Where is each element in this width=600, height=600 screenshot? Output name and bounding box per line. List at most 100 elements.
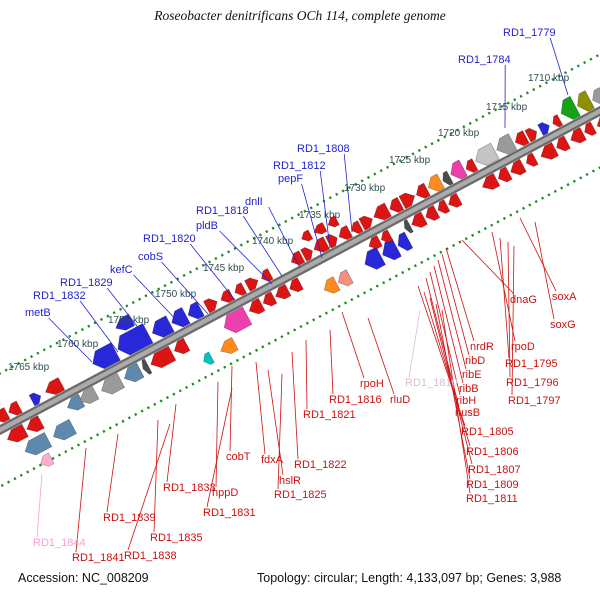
gene-arrow[interactable] xyxy=(358,213,376,231)
gene-arrow[interactable] xyxy=(440,170,454,187)
gene-label[interactable]: ribE xyxy=(462,369,482,381)
gene-arrow[interactable] xyxy=(398,190,418,210)
gene-arrow[interactable] xyxy=(38,452,55,469)
gene-arrow[interactable] xyxy=(413,182,431,201)
gene-arrow[interactable] xyxy=(288,250,306,268)
gene-arrow[interactable] xyxy=(495,166,513,185)
gene-label[interactable]: RD1_1795 xyxy=(505,358,558,370)
gene-arrow[interactable] xyxy=(537,120,552,136)
gene-label[interactable]: rluD xyxy=(390,394,410,406)
gene-arrow[interactable] xyxy=(273,283,292,302)
gene-arrow[interactable] xyxy=(148,315,175,341)
gene-arrow[interactable] xyxy=(220,306,253,337)
gene-label[interactable]: RD1_1838 xyxy=(124,550,177,562)
gene-label[interactable]: RD1_1796 xyxy=(506,377,559,389)
gene-label[interactable]: hslR xyxy=(279,475,301,487)
gene-label[interactable]: RD1_1829 xyxy=(60,277,113,289)
gene-arrow[interactable] xyxy=(201,351,215,367)
gene-label[interactable]: hppD xyxy=(212,487,238,499)
gene-arrow[interactable] xyxy=(113,313,136,334)
gene-arrow[interactable] xyxy=(244,275,261,292)
gene-label[interactable]: kefC xyxy=(110,264,133,276)
gene-label[interactable]: ribH xyxy=(456,395,476,407)
gene-arrow[interactable] xyxy=(260,291,278,309)
gene-label[interactable]: soxA xyxy=(552,291,577,303)
gene-label[interactable]: RD1_1779 xyxy=(503,27,556,39)
gene-arrow[interactable] xyxy=(6,400,23,418)
gene-arrow[interactable] xyxy=(378,229,394,245)
gene-arrow[interactable] xyxy=(299,229,314,244)
gene-arrow[interactable] xyxy=(567,126,587,146)
gene-arrow[interactable] xyxy=(423,204,441,223)
gene-label[interactable]: ribB xyxy=(459,383,479,395)
gene-label[interactable]: cobT xyxy=(226,451,251,463)
gene-arrow[interactable] xyxy=(64,393,86,414)
gene-arrow[interactable] xyxy=(594,112,600,132)
gene-label[interactable]: RD1_1812 xyxy=(273,160,326,172)
gene-arrow[interactable] xyxy=(184,301,205,323)
gene-arrow[interactable] xyxy=(88,342,121,373)
gene-arrow[interactable] xyxy=(287,277,304,295)
gene-arrow[interactable] xyxy=(471,142,500,169)
gene-arrow[interactable] xyxy=(463,158,479,175)
gene-arrow[interactable] xyxy=(246,297,266,317)
gene-arrow[interactable] xyxy=(218,288,235,305)
gene-label[interactable]: RD1_1806 xyxy=(466,446,519,458)
gene-arrow[interactable] xyxy=(168,306,191,330)
gene-arrow[interactable] xyxy=(121,362,145,386)
gene-arrow[interactable] xyxy=(394,231,414,254)
gene-label[interactable]: rpoD xyxy=(511,341,535,353)
gene-label[interactable]: RD1_1809 xyxy=(466,479,519,491)
gene-label[interactable]: RD1_1833 xyxy=(163,482,216,494)
gene-arrow[interactable] xyxy=(409,211,428,231)
gene-arrow[interactable] xyxy=(139,358,153,376)
gene-arrow[interactable] xyxy=(360,246,386,273)
gene-label[interactable]: pldB xyxy=(196,220,218,232)
gene-arrow[interactable] xyxy=(324,232,340,249)
gene-label[interactable]: RD1_1807 xyxy=(468,464,521,476)
gene-arrow[interactable] xyxy=(335,269,354,289)
gene-label[interactable]: fdxA xyxy=(261,454,284,466)
gene-arrow[interactable] xyxy=(77,386,100,408)
gene-arrow[interactable] xyxy=(370,202,392,224)
gene-arrow[interactable] xyxy=(435,199,451,216)
gene-label[interactable]: RD1_1831 xyxy=(203,507,256,519)
gene-label[interactable]: rpoH xyxy=(360,378,384,390)
gene-arrow[interactable] xyxy=(492,133,518,158)
gene-arrow[interactable] xyxy=(203,296,220,314)
gene-arrow[interactable] xyxy=(523,152,539,169)
gene-label[interactable]: nrdR xyxy=(470,341,494,353)
gene-label[interactable]: RD1_1810 xyxy=(405,377,458,389)
gene-label[interactable]: pepF xyxy=(278,173,303,185)
gene-label[interactable]: RD1_1818 xyxy=(196,205,249,217)
gene-arrow[interactable] xyxy=(524,126,540,143)
gene-label[interactable]: soxG xyxy=(550,319,576,331)
gene-arrow[interactable] xyxy=(0,407,11,426)
gene-label[interactable]: RD1_1825 xyxy=(274,489,327,501)
gene-arrow[interactable] xyxy=(147,345,177,371)
gene-arrow[interactable] xyxy=(321,276,341,297)
gene-arrow[interactable] xyxy=(113,323,154,359)
gene-label[interactable]: RD1_1811 xyxy=(466,493,518,505)
gene-label[interactable]: RD1_1808 xyxy=(297,143,350,155)
gene-label[interactable]: dnlI xyxy=(245,196,263,208)
gene-arrow[interactable] xyxy=(311,236,331,256)
gene-arrow[interactable] xyxy=(582,121,597,138)
gene-arrow[interactable] xyxy=(507,158,527,178)
gene-arrow[interactable] xyxy=(401,218,414,234)
gene-arrow[interactable] xyxy=(446,192,463,210)
gene-arrow[interactable] xyxy=(218,337,239,357)
gene-label[interactable]: RD1_1841 xyxy=(72,552,125,564)
gene-arrow[interactable] xyxy=(387,196,405,215)
gene-arrow[interactable] xyxy=(232,282,248,298)
gene-arrow[interactable] xyxy=(4,423,29,446)
gene-arrow[interactable] xyxy=(259,268,274,284)
gene-label[interactable]: RD1_1839 xyxy=(103,512,156,524)
gene-arrow[interactable] xyxy=(336,224,354,242)
gene-arrow[interactable] xyxy=(553,135,571,154)
gene-label[interactable]: cobS xyxy=(138,251,163,263)
gene-arrow[interactable] xyxy=(447,159,468,182)
gene-arrow[interactable] xyxy=(366,234,383,251)
gene-label[interactable]: RD1_1821 xyxy=(303,409,356,421)
gene-arrow[interactable] xyxy=(300,245,316,262)
